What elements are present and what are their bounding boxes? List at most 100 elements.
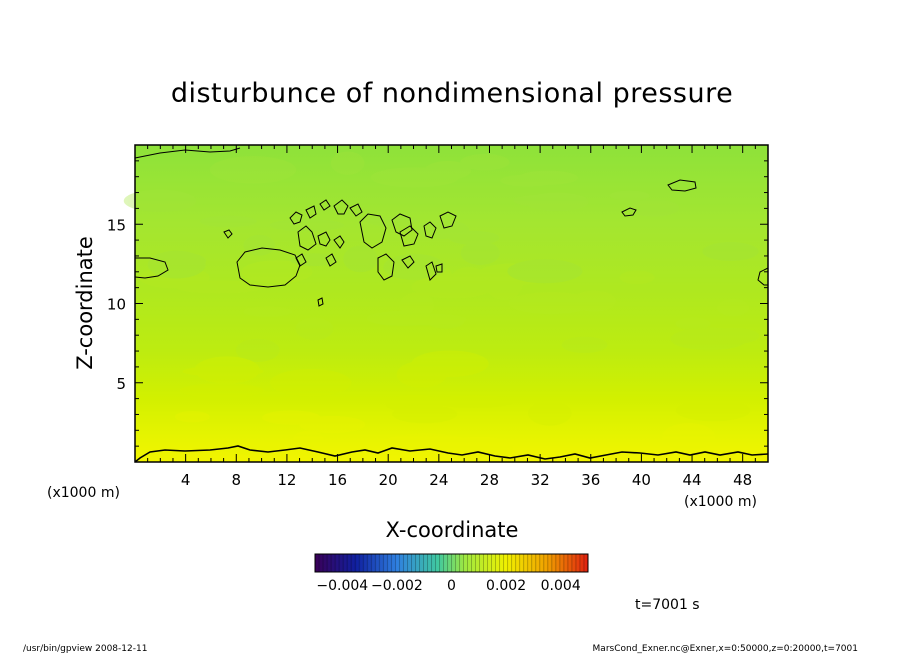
field-patch (424, 161, 472, 180)
field-patch (209, 156, 297, 184)
contour-cluster-2 (295, 225, 345, 267)
field-patch (182, 366, 264, 377)
x-unit-left: (x1000 m) (47, 485, 120, 501)
field-patch (675, 317, 711, 331)
contour-right-edge (757, 267, 769, 286)
field-patch (675, 399, 751, 422)
field-patch (717, 299, 750, 317)
colorbar-tick-label: 0 (447, 578, 456, 594)
field-patch (269, 368, 352, 397)
field-patch (366, 310, 438, 326)
field-patch (427, 314, 465, 329)
field-patch (293, 430, 324, 448)
x-tick-label: 20 (379, 471, 398, 489)
x-tick-label: 48 (733, 471, 752, 489)
field-patch (482, 264, 530, 290)
contour-cluster-1 (289, 199, 363, 225)
field-patch (396, 361, 447, 388)
field-patch (399, 292, 435, 319)
field-patch (385, 395, 443, 413)
field-patch (415, 219, 470, 240)
x-tick-label: 40 (632, 471, 651, 489)
colorbar-stripes (318, 554, 585, 572)
field-patch (235, 338, 280, 362)
field-patch (269, 219, 345, 232)
y-tick-label: 5 (116, 375, 126, 393)
field-patch (382, 313, 467, 326)
field-patch (561, 336, 608, 354)
x-tick-label: 36 (581, 471, 600, 489)
x-tick-label: 32 (531, 471, 550, 489)
field-patch (299, 416, 366, 434)
y-axis-ticks: 5 10 15 (107, 160, 768, 447)
field-patch (243, 234, 276, 256)
x-axis-label: X-coordinate (386, 518, 519, 542)
field-patch (486, 272, 522, 300)
x-tick-label: 28 (480, 471, 499, 489)
field-patch (476, 263, 553, 286)
field-patch (411, 350, 489, 377)
x-tick-label: 4 (181, 471, 191, 489)
field-patch (370, 167, 460, 188)
field-background (135, 145, 768, 462)
field-patch (609, 190, 650, 201)
colorbar: −0.004 −0.002 0 0.002 0.004 (314, 553, 589, 594)
field-patch (174, 411, 210, 423)
contour-cluster-3 (359, 213, 413, 281)
field-patch (384, 433, 468, 451)
y-axis-label: Z-coordinate (73, 236, 97, 370)
field-patch (662, 423, 716, 451)
time-annotation: t=7001 s (635, 597, 700, 613)
x-tick-label: 24 (429, 471, 448, 489)
field-patch (289, 253, 339, 267)
contour-bottom (134, 445, 769, 463)
field-patch (448, 230, 500, 245)
contour-lines (134, 147, 769, 463)
field-patch (507, 259, 583, 284)
field-patch (670, 327, 748, 351)
colorbar-frame (314, 553, 589, 573)
field-patch (199, 215, 257, 228)
field-patch (619, 270, 655, 285)
field-patch (709, 327, 760, 344)
field-patch (702, 242, 759, 261)
field-patch (518, 170, 578, 185)
footer-left: /usr/bin/gpview 2008-12-11 (23, 644, 147, 654)
field-patch (460, 153, 510, 171)
field-patch (243, 306, 293, 317)
x-axis-ticks: 4 8 12 16 20 24 28 32 36 40 44 48 (147, 145, 756, 489)
field-patch (572, 290, 616, 312)
field-patch (450, 267, 488, 294)
contour-left-edge (134, 257, 169, 279)
x-unit-right: (x1000 m) (684, 494, 757, 510)
field-patch (383, 253, 446, 281)
field-patch (411, 275, 495, 299)
y-tick-label: 15 (107, 216, 126, 234)
colorbar-fill (315, 554, 588, 572)
contour-small-right (621, 207, 637, 217)
field-patch (628, 199, 680, 217)
contour-left-blob (236, 247, 301, 288)
contour-cluster-4 (399, 211, 457, 281)
colorbar-tick-label: 0.002 (486, 578, 526, 594)
field-patch (460, 241, 500, 266)
contour-dot-low (317, 297, 324, 307)
field-patch (194, 356, 260, 384)
field-patch (525, 192, 589, 212)
field-patch (508, 292, 593, 315)
field-patch (366, 216, 420, 227)
field-patch (422, 266, 454, 290)
colorbar-tick-label: 0.004 (541, 578, 581, 594)
colorbar-tick-labels: −0.004 −0.002 0 0.002 0.004 (316, 578, 580, 594)
field-patch (262, 410, 321, 425)
field-patch (175, 280, 263, 294)
field-patch (138, 266, 210, 289)
field-patch (123, 189, 197, 213)
x-tick-label: 16 (328, 471, 347, 489)
field-patch (513, 194, 585, 208)
field-patch (392, 404, 458, 424)
field-patch (162, 252, 207, 269)
contour-top-right-blob (667, 179, 697, 192)
contour-dot-left (223, 229, 233, 239)
